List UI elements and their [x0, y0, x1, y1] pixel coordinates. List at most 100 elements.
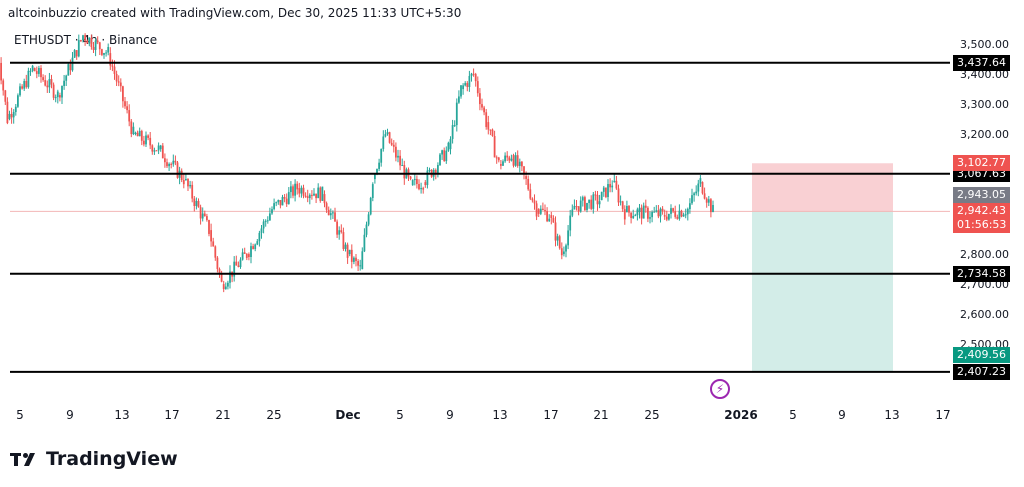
candle-body	[132, 126, 135, 135]
candle-body	[122, 86, 124, 102]
candle-body	[489, 129, 492, 131]
candle-body	[613, 180, 616, 183]
candle-body	[287, 192, 290, 205]
candle-body	[695, 191, 698, 194]
candle-body	[581, 197, 584, 201]
y-tick-label: 3,300.00	[960, 98, 1009, 111]
candle-body	[290, 186, 292, 193]
candle-body	[512, 155, 515, 166]
candle-body	[453, 125, 456, 127]
x-tick-label: 13	[884, 408, 899, 422]
candle-body	[409, 176, 412, 179]
candle-body	[634, 215, 637, 217]
candle-body	[533, 200, 536, 204]
candle-body	[14, 106, 17, 113]
candle-body	[605, 187, 607, 198]
candle-body	[67, 64, 70, 76]
candle-body	[374, 174, 376, 180]
candle-body	[573, 205, 576, 210]
candle-body	[523, 166, 525, 174]
candle-body	[103, 53, 105, 55]
candle-body	[539, 208, 542, 214]
candle-body	[170, 163, 173, 165]
candle-body	[168, 163, 170, 167]
x-axis: 5 9 13 17 21 25 Dec 5 9 13 17 21 25 2026 5 9 13 17	[16, 408, 950, 422]
candle-body	[571, 209, 574, 216]
candle-body	[235, 261, 238, 266]
candle-body	[216, 257, 219, 269]
candle-body	[466, 83, 469, 87]
candle-body	[384, 134, 387, 137]
level-price-label: 3,437.64	[953, 54, 1010, 71]
position-zones	[10, 163, 950, 372]
candle-body	[210, 230, 212, 242]
candle-body	[653, 211, 656, 213]
candle-body	[248, 254, 250, 257]
tradingview-logo-icon	[10, 453, 35, 466]
candle-body	[386, 132, 389, 135]
candle-body	[313, 193, 315, 196]
candle-body	[699, 178, 702, 184]
candle-body	[75, 50, 78, 57]
candle-body	[346, 244, 349, 258]
candle-body	[529, 189, 532, 199]
y-tick-label: 3,200.00	[960, 128, 1009, 141]
candle-body	[659, 208, 662, 217]
candle-body	[294, 183, 296, 196]
candle-body	[586, 202, 588, 211]
candle-body	[344, 244, 347, 249]
candle-body	[382, 136, 385, 149]
candle-body	[69, 64, 72, 71]
candle-body	[437, 165, 439, 174]
candle-body	[94, 40, 97, 50]
candle-body	[491, 129, 494, 136]
candle-body	[705, 198, 708, 203]
candle-body	[233, 261, 236, 277]
candle-body	[111, 65, 114, 67]
candle-body	[164, 158, 166, 163]
candle-body	[4, 90, 7, 102]
candle-body	[504, 155, 506, 162]
candle-body	[371, 184, 374, 198]
candle-body	[159, 145, 162, 150]
candle-body	[143, 140, 145, 145]
horizontal-levels	[10, 61, 950, 373]
candle-body	[413, 178, 416, 181]
candle-body	[52, 84, 55, 98]
candle-body	[153, 150, 156, 152]
candle-body	[439, 154, 441, 166]
candle-body	[567, 230, 569, 246]
y-tick-label: 3,400.00	[960, 68, 1009, 81]
lightning-icon[interactable]: ⚡	[710, 379, 730, 399]
countdown-label: 01:56:53	[953, 217, 1011, 234]
candle-body	[266, 220, 269, 222]
candle-body	[367, 214, 370, 225]
candle-body	[668, 213, 670, 220]
candle-body	[113, 66, 116, 74]
x-tick-label: 9	[66, 408, 74, 422]
candle-body	[644, 205, 647, 208]
candle-body	[518, 161, 521, 166]
candle-body	[208, 220, 210, 234]
candle-body	[317, 187, 320, 199]
candle-body	[500, 164, 502, 166]
candle-body	[193, 198, 196, 206]
candle-body	[161, 145, 164, 159]
candle-body	[506, 155, 509, 158]
candle-body	[542, 208, 544, 210]
candle-body	[50, 79, 53, 85]
candle-body	[611, 185, 614, 188]
candle-body	[23, 81, 26, 89]
x-tick-label: 25	[266, 408, 281, 422]
candle-body	[338, 230, 341, 235]
candle-body	[269, 213, 271, 221]
candle-body	[434, 169, 437, 174]
candle-body	[33, 68, 36, 72]
tradingview-logo[interactable]: TradingView	[10, 448, 178, 470]
candle-body	[212, 241, 215, 247]
candle-body	[638, 207, 641, 213]
candle-body	[44, 80, 47, 86]
candle-body	[552, 218, 555, 223]
candle-body	[71, 57, 74, 71]
